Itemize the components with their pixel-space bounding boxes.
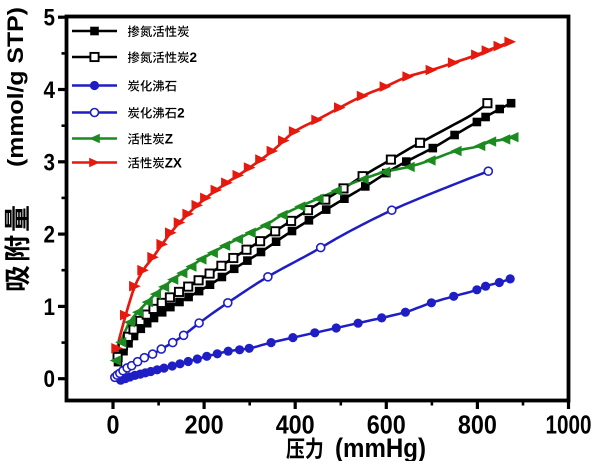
svg-text:1: 1 bbox=[44, 294, 56, 321]
svg-text:(mmol/g STP): (mmol/g STP) bbox=[4, 7, 29, 167]
svg-text:(mmHg): (mmHg) bbox=[335, 433, 426, 461]
svg-text:2: 2 bbox=[44, 222, 56, 249]
svg-text:4: 4 bbox=[44, 77, 56, 104]
svg-text:0: 0 bbox=[107, 410, 120, 440]
svg-text:1000: 1000 bbox=[546, 410, 592, 440]
svg-text:2: 2 bbox=[177, 106, 185, 121]
svg-text:Z: Z bbox=[165, 132, 173, 147]
svg-text:ZX: ZX bbox=[165, 156, 182, 171]
svg-text:600: 600 bbox=[367, 410, 406, 440]
svg-text:400: 400 bbox=[276, 410, 315, 440]
svg-text:5: 5 bbox=[44, 5, 56, 32]
svg-text:0: 0 bbox=[44, 366, 56, 393]
svg-text:800: 800 bbox=[458, 410, 497, 440]
svg-text:3: 3 bbox=[44, 149, 56, 176]
svg-text:200: 200 bbox=[185, 410, 224, 440]
svg-text:2: 2 bbox=[190, 50, 198, 65]
